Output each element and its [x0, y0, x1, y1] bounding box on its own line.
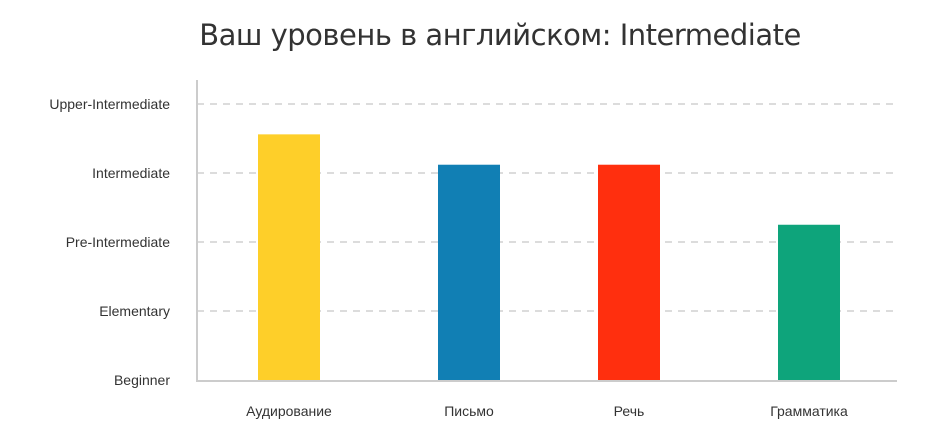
y-tick-label: Intermediate	[92, 165, 170, 181]
bar-2	[438, 164, 500, 380]
y-tick-label: Pre-Intermediate	[66, 234, 170, 250]
bar-3	[598, 164, 660, 380]
y-tick-label: Beginner	[114, 372, 170, 388]
y-tick-label: Elementary	[99, 303, 170, 319]
bar-4	[778, 224, 840, 380]
x-tick-label: Речь	[614, 403, 645, 419]
chart-title: Ваш уровень в английском: Intermediate	[199, 18, 801, 52]
x-tick-label: Аудирование	[246, 403, 332, 419]
x-tick-label: Грамматика	[770, 403, 848, 419]
x-tick-label: Письмо	[444, 403, 494, 419]
bar-1	[258, 134, 320, 380]
y-tick-label: Upper-Intermediate	[49, 96, 170, 112]
